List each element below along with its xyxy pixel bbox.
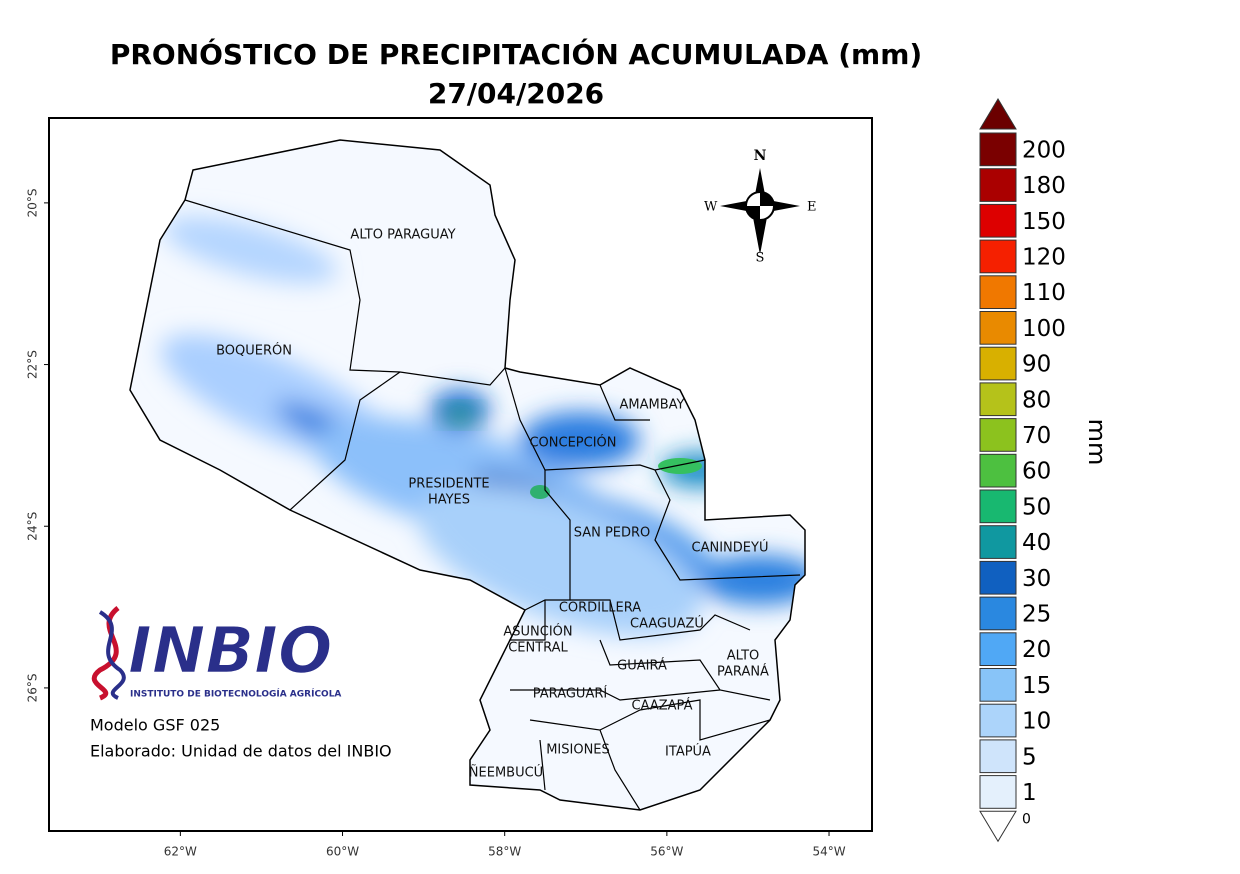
legend-label: 20: [1022, 637, 1051, 663]
x-tick-label: 62°W: [164, 845, 197, 859]
legend-swatch: [979, 596, 1017, 631]
legend-swatch: [979, 132, 1017, 167]
department-label: ITAPÚA: [665, 744, 711, 760]
department-label: MISIONES: [546, 743, 610, 758]
department-label: AMAMBAY: [620, 398, 685, 413]
department-label: CORDILLERA: [559, 601, 641, 616]
legend-label: 1: [1022, 780, 1037, 806]
model-note: Modelo GSF 025: [90, 716, 220, 735]
y-tick-label: 22°S: [26, 350, 40, 379]
compass-w: W: [704, 200, 718, 215]
legend-label: 15: [1022, 673, 1051, 699]
legend-label: 30: [1022, 566, 1051, 592]
legend-label: 180: [1022, 173, 1066, 199]
x-tick-label: 60°W: [326, 845, 359, 859]
legend-swatch: [979, 382, 1017, 417]
legend-swatch: [979, 560, 1017, 595]
department-label: PARAGUARÍ: [533, 686, 608, 702]
legend-label: 60: [1022, 459, 1051, 485]
x-tick-label: 56°W: [650, 845, 683, 859]
department-label: SAN PEDRO: [574, 526, 651, 541]
department-label: HAYES: [428, 493, 470, 508]
legend-over: [979, 98, 1017, 130]
legend-label: 40: [1022, 530, 1051, 556]
x-tick-label: 58°W: [488, 845, 521, 859]
compass-s: S: [756, 251, 765, 266]
legend-swatch: [979, 311, 1017, 345]
legend-swatch: [979, 703, 1017, 738]
department-borders: [184, 199, 801, 811]
legend-swatch: [979, 453, 1017, 488]
y-tick-label: 24°S: [26, 512, 40, 541]
x-tick-label: 54°W: [812, 845, 845, 859]
department-label: ALTO PARAGUAY: [350, 228, 455, 243]
logo-subtitle: INSTITUTO DE BIOTECNOLOGÍA AGRÍCOLA: [130, 688, 341, 700]
legend-label: 10: [1022, 709, 1051, 735]
legend-label: 80: [1022, 387, 1051, 413]
legend-swatch: [979, 668, 1017, 702]
legend-swatch: [979, 775, 1017, 809]
department-label: PARANÁ: [717, 664, 769, 680]
legend-swatch: [979, 346, 1017, 381]
department-label: CAAZAPÁ: [632, 698, 693, 714]
legend-under: [979, 810, 1017, 843]
logo: INBIO INSTITUTO DE BIOTECNOLOGÍA AGRÍCOL…: [91, 606, 341, 701]
legend-label: 120: [1022, 244, 1066, 270]
department-label: CANINDEYÚ: [692, 540, 769, 556]
y-tick-label: 26°S: [26, 673, 40, 702]
legend-swatch: [979, 525, 1017, 559]
title: PRONÓSTICO DE PRECIPITACIÓN ACUMULADA (m…: [110, 37, 922, 71]
date: 27/04/2026: [428, 77, 604, 110]
department-label: ÑEEMBUCÚ: [469, 765, 543, 781]
department-label: PRESIDENTE: [408, 477, 489, 492]
legend-label: 90: [1022, 352, 1051, 378]
legend-swatch: [979, 739, 1017, 774]
legend-under-label: 0: [1022, 811, 1031, 827]
legend-label: 25: [1022, 601, 1051, 627]
y-tick-label: 20°S: [26, 188, 40, 217]
legend-label: 200: [1022, 137, 1066, 163]
legend-swatch: [979, 203, 1017, 238]
department-label: ALTO: [727, 649, 760, 664]
compass-e: E: [807, 200, 817, 215]
department-label: BOQUERÓN: [216, 343, 292, 359]
legend-unit: mm: [1083, 419, 1111, 466]
legend-swatch: [979, 632, 1017, 666]
legend-label: 110: [1022, 280, 1066, 306]
legend-label: 150: [1022, 209, 1066, 235]
legend-label: 5: [1022, 744, 1037, 770]
department-label: CONCEPCIÓN: [529, 435, 616, 451]
compass-n: N: [754, 148, 767, 164]
compass: N S E W: [704, 148, 817, 266]
legend-label: 100: [1022, 316, 1066, 342]
legend-label: 50: [1022, 494, 1051, 520]
legend-swatch: [979, 418, 1017, 452]
department-label: ASUNCIÓN: [503, 624, 572, 640]
legend-swatch: [979, 168, 1017, 202]
logo-name: INBIO: [128, 615, 332, 689]
department-label: CAAGUAZÚ: [630, 616, 704, 632]
legend-swatch: [979, 239, 1017, 274]
department-label: CENTRAL: [508, 641, 568, 656]
legend-swatch: [979, 489, 1017, 524]
department-label: GUAIRÁ: [617, 658, 667, 674]
author-note: Elaborado: Unidad de datos del INBIO: [90, 742, 392, 761]
legend-label: 70: [1022, 423, 1051, 449]
legend-swatch: [979, 275, 1017, 309]
